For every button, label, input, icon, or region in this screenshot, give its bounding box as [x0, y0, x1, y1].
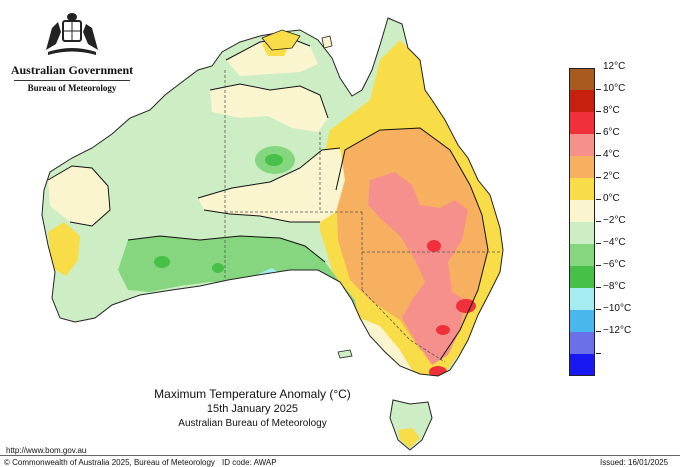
logo-divider	[14, 80, 130, 81]
groote-island	[321, 35, 333, 49]
legend-row: −4°C	[569, 237, 649, 266]
legend-row: −2°C	[569, 215, 649, 244]
map-title-block: Maximum Temperature Anomaly (°C) 15th Ja…	[100, 387, 405, 431]
legend-swatch	[569, 353, 601, 376]
legend-label: 4°C	[603, 149, 620, 160]
zone-plus-8b	[456, 299, 476, 313]
footer-divider	[0, 455, 680, 456]
government-title: Australian Government	[10, 63, 134, 77]
legend-row: −6°C	[569, 259, 649, 288]
legend-row: 0°C	[569, 193, 649, 222]
zone-plus-8a	[427, 240, 441, 252]
kangaroo-island	[337, 349, 353, 359]
map-title: Maximum Temperature Anomaly (°C)	[154, 387, 351, 401]
bom-url-link[interactable]: http://www.bom.gov.au	[6, 446, 87, 455]
legend-label: 10°C	[603, 83, 626, 94]
tasmania	[389, 399, 433, 451]
map-source: Australian Bureau of Meteorology	[178, 418, 327, 429]
legend-label: 8°C	[603, 105, 620, 116]
zone-zero-north	[210, 84, 328, 132]
zone-minus-8-a	[258, 268, 286, 296]
legend-label: −2°C	[603, 215, 626, 226]
legend-swatch	[569, 331, 601, 354]
zone-plus-2-west	[48, 222, 80, 276]
legend-label: 0°C	[603, 193, 620, 204]
temperature-legend: 12°C 10°C 8°C 6°C 4°C 2°C 0°C −2°C −4°C −6°C −8°C −…	[569, 61, 649, 376]
legend-swatch	[569, 111, 601, 134]
legend-row: 8°C	[569, 105, 649, 134]
zone-plus-6	[368, 172, 468, 365]
zone-minus-4-south	[118, 236, 360, 350]
zone-minus-8-b	[289, 291, 303, 301]
legend-row	[569, 353, 649, 376]
map-date: 15th January 2025	[206, 403, 299, 415]
legend-label: −12°C	[603, 325, 632, 336]
legend-row: −8°C	[569, 281, 649, 310]
legend-swatch	[569, 243, 601, 266]
zone-minus-8-c	[325, 284, 335, 292]
zone-zero-south	[360, 318, 412, 372]
zone-zero-central	[198, 148, 345, 222]
legend-swatch	[569, 265, 601, 288]
zone-plus-8c	[436, 325, 450, 335]
legend-row: 4°C	[569, 149, 649, 178]
legend-label: −8°C	[603, 281, 626, 292]
legend-row: 10°C	[569, 83, 649, 112]
legend-swatch	[569, 177, 601, 200]
legend-swatch	[569, 133, 601, 156]
government-logo: Australian Government Bureau of Meteorol…	[8, 10, 136, 93]
legend-swatch	[569, 199, 601, 222]
legend-swatch	[569, 221, 601, 244]
issued-date-text: Issued: 16/01/2025	[600, 458, 669, 467]
legend-label: −10°C	[603, 303, 632, 314]
coat-of-arms-icon	[46, 13, 98, 55]
legend-label: 12°C	[603, 61, 626, 72]
tiwi-islands	[261, 29, 301, 51]
legend-label: −6°C	[603, 259, 626, 270]
legend-row: 2°C	[569, 171, 649, 200]
copyright-text: © Commonwealth of Australia 2025, Bureau…	[4, 458, 215, 467]
legend-label: −4°C	[603, 237, 626, 248]
legend-label: 6°C	[603, 127, 620, 138]
legend-label: 2°C	[603, 171, 620, 182]
legend-swatch	[569, 89, 601, 112]
legend-row: 6°C	[569, 127, 649, 156]
legend-swatch	[569, 309, 601, 332]
legend-row: 12°C	[569, 61, 649, 90]
legend-swatch	[569, 287, 601, 310]
id-code-text: ID code: AWAP	[222, 458, 277, 467]
legend-row: −10°C	[569, 303, 649, 332]
legend-swatch	[569, 155, 601, 178]
legend-row: −12°C	[569, 325, 649, 354]
bureau-name: Bureau of Meteorology	[27, 83, 117, 93]
zone-zero-kimberley	[226, 38, 318, 76]
zone-minus-4-west	[154, 256, 170, 268]
zone-minus-6-nt	[265, 154, 283, 166]
legend-swatch	[569, 68, 595, 90]
zone-zero-west	[48, 166, 110, 226]
zone-minus-4-west2	[212, 263, 224, 273]
